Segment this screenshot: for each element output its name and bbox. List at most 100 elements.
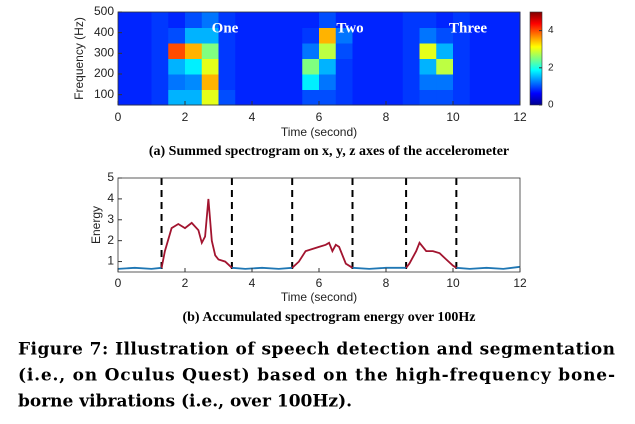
- heatmap-cell: [252, 12, 270, 28]
- heatmap-cell: [436, 43, 454, 59]
- colorbar-tick-label: 4: [548, 25, 554, 36]
- heatmap-cell: [201, 12, 219, 28]
- heatmap-cell: [134, 58, 152, 75]
- heatmap-cell: [419, 27, 437, 44]
- x-tick-label: 12: [513, 276, 527, 290]
- heatmap-cell: [235, 58, 253, 75]
- heatmap-cell: [201, 74, 219, 90]
- heatmap-cell: [118, 43, 136, 59]
- y-tick-label: 100: [94, 87, 114, 101]
- heatmap-cell: [302, 58, 320, 75]
- heatmap-cell: [168, 43, 186, 59]
- heatmap-cell: [335, 27, 353, 44]
- heatmap-cell: [201, 58, 219, 75]
- heatmap-cell: [151, 89, 169, 106]
- x-tick-label: 8: [383, 276, 390, 290]
- heatmap-cell: [486, 74, 504, 90]
- heatmap-cell: [218, 12, 236, 28]
- line-series: [160, 198, 457, 269]
- colorbar-tick-label: 0: [548, 100, 554, 111]
- heatmap-cell: [335, 89, 353, 106]
- x-tick-label: 10: [446, 110, 460, 124]
- caption-line: Figure 7: Illustration of speech detecti…: [18, 340, 615, 360]
- x-tick-label: 12: [513, 110, 527, 124]
- heatmap-cell: [302, 43, 320, 59]
- heatmap-cell: [319, 43, 337, 59]
- y-axis-label: Frequency (Hz): [72, 17, 86, 100]
- heatmap-cell: [352, 74, 370, 90]
- heatmap-cell: [118, 89, 136, 106]
- heatmap-cell: [218, 89, 236, 106]
- heatmap-cell: [402, 58, 420, 75]
- heatmap-cell: [118, 12, 136, 28]
- heatmap-cell: [285, 58, 303, 75]
- heatmap-cell: [469, 43, 487, 59]
- heatmap-cell: [268, 58, 286, 75]
- heatmap-cell: [118, 74, 136, 90]
- annotation: One: [212, 20, 239, 36]
- heatmap-cell: [252, 74, 270, 90]
- heatmap-cell: [285, 74, 303, 90]
- heatmap-cell: [386, 12, 404, 28]
- heatmap-cell: [386, 58, 404, 75]
- heatmap-cell: [352, 43, 370, 59]
- y-tick-label: 500: [94, 4, 114, 18]
- heatmap-cell: [235, 27, 253, 44]
- heatmap-cell: [503, 58, 521, 75]
- heatmap-cell: [386, 27, 404, 44]
- x-tick-label: 8: [383, 110, 390, 124]
- heatmap-cell: [335, 74, 353, 90]
- heatmap-cell: [503, 27, 521, 44]
- y-tick-label: 3: [107, 212, 114, 226]
- x-axis-label: Time (second): [281, 290, 357, 304]
- heatmap-cell: [419, 74, 437, 90]
- heatmap-cell: [151, 43, 169, 59]
- caption-line: (i.e., on Oculus Quest) based on the hig…: [18, 366, 615, 386]
- heatmap-cell: [453, 58, 471, 75]
- heatmap-cell: [118, 58, 136, 75]
- chart: One Two Three 0 2 4 0 2 4 6 8 10 12 100 200 300 400 500 Ti…: [72, 4, 554, 159]
- heatmap-cell: [185, 58, 203, 75]
- heatmap-cell: [235, 89, 253, 106]
- heatmap-cell: [486, 58, 504, 75]
- heatmap-cell: [168, 12, 186, 28]
- heatmap-cell: [352, 89, 370, 106]
- heatmap-cell: [201, 89, 219, 106]
- heatmap-cell: [335, 12, 353, 28]
- heatmap-cell: [369, 12, 387, 28]
- heatmap-cell: [168, 89, 186, 106]
- heatmap-cell: [402, 27, 420, 44]
- heatmap-cell: [151, 74, 169, 90]
- y-tick-label: 400: [94, 25, 114, 39]
- heatmap-cell: [319, 12, 337, 28]
- heatmap-cell: [503, 74, 521, 90]
- heatmap-cell: [134, 27, 152, 44]
- x-tick-label: 2: [182, 276, 189, 290]
- heatmap-cell: [268, 12, 286, 28]
- heatmap-cell: [235, 12, 253, 28]
- heatmap-cell: [185, 43, 203, 59]
- heatmap-cell: [436, 89, 454, 106]
- heatmap-cell: [469, 27, 487, 44]
- chart-subtitle: (b) Accumulated spectrogram energy over …: [182, 310, 475, 325]
- heatmap-cell: [235, 43, 253, 59]
- heatmap-cell: [268, 43, 286, 59]
- annotation: Two: [336, 20, 363, 36]
- heatmap-cell: [486, 27, 504, 44]
- heatmap-cell: [469, 58, 487, 75]
- heatmap-cell: [419, 12, 437, 28]
- y-tick-label: 5: [107, 170, 114, 184]
- colorbar: [529, 11, 543, 106]
- x-tick-label: 6: [316, 276, 323, 290]
- heatmap-cell: [369, 58, 387, 75]
- heatmap-cell: [453, 12, 471, 28]
- heatmap-cell: [185, 27, 203, 44]
- heatmap-cell: [402, 74, 420, 90]
- heatmap-cell: [285, 27, 303, 44]
- heatmap-cell: [402, 89, 420, 106]
- heatmap-cell: [436, 58, 454, 75]
- heatmap-cell: [151, 12, 169, 28]
- heatmap-cell: [503, 89, 521, 106]
- heatmap-cell: [386, 89, 404, 106]
